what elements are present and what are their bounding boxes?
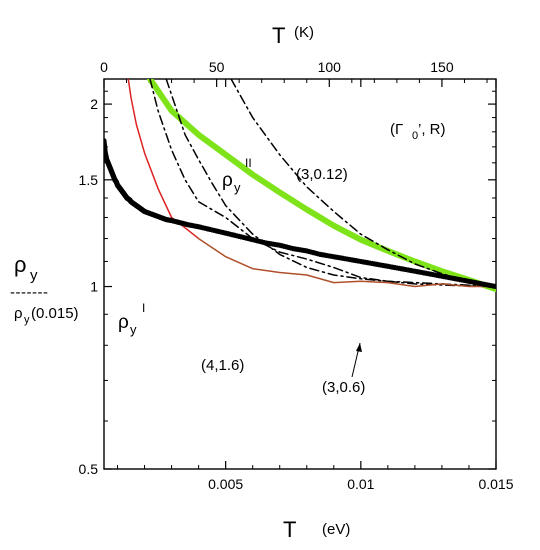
x2-tick-label: 100 [318,59,342,75]
svg-text:II: II [245,156,252,170]
series-line-4 [127,79,200,240]
y-label-den-arg: (0.015) [31,305,79,322]
annotation-3-0.6: (3,0.6) [322,379,365,396]
scatter-point [493,283,496,290]
series-line-5 [197,237,496,288]
series-line-0 [147,79,496,293]
y-label-rho: ρ [14,252,27,277]
series-layer [104,79,496,293]
annotation-gamma: (Γ 0 ’, R) [390,121,446,142]
x-tick-label: 0.01 [347,476,374,492]
x2-tick-label: 150 [430,59,454,75]
y-tick-label: 1.5 [79,172,99,188]
y-label-sub: y [30,267,38,284]
annotation-arrow [351,342,362,378]
svg-text:0: 0 [412,130,418,142]
plot-frame [103,78,497,470]
annotation-3-0.12: (3,0.12) [296,166,348,183]
y-tick-label: 2 [90,96,98,112]
tick-labels: 0.005 0.01 0.015 0 50 100 150 0.5 1 1.5 2 [79,59,514,492]
annotation-rho-y-II: ρ y II [222,156,252,195]
x-axis-unit: (eV) [322,521,350,538]
annotation-4-1.6: (4,1.6) [201,357,244,374]
x-tick-label: 0.005 [208,476,243,492]
y-label-bar: ------- [10,284,48,301]
svg-text:y: y [234,180,241,195]
series-line-2 [165,79,496,288]
series-line-1 [230,79,496,288]
y-tick-label: 1 [90,279,98,295]
y-tick-label: 0.5 [79,461,99,477]
x-axis-title: T [283,517,296,542]
x2-tick-label: 0 [100,59,108,75]
y-label-den-rho: ρ [14,305,23,322]
x2-axis-title: T [272,23,285,48]
svg-text:I: I [142,301,145,315]
tick-marks [103,79,497,470]
x2-tick-label: 50 [209,59,225,75]
svg-text:’, R): ’, R) [418,121,446,138]
svg-text:y: y [130,322,137,337]
svg-text:(Γ: (Γ [390,121,403,138]
x-tick-label: 0.015 [478,476,513,492]
y-axis-title: ρ y ------- ρ y (0.015) [10,252,79,326]
annotation-rho-y-I: ρ y I [118,301,145,337]
x2-axis-unit: (K) [294,24,314,41]
svg-text:ρ: ρ [118,312,129,333]
svg-text:ρ: ρ [222,170,233,191]
y-label-den-sub: y [24,314,30,326]
